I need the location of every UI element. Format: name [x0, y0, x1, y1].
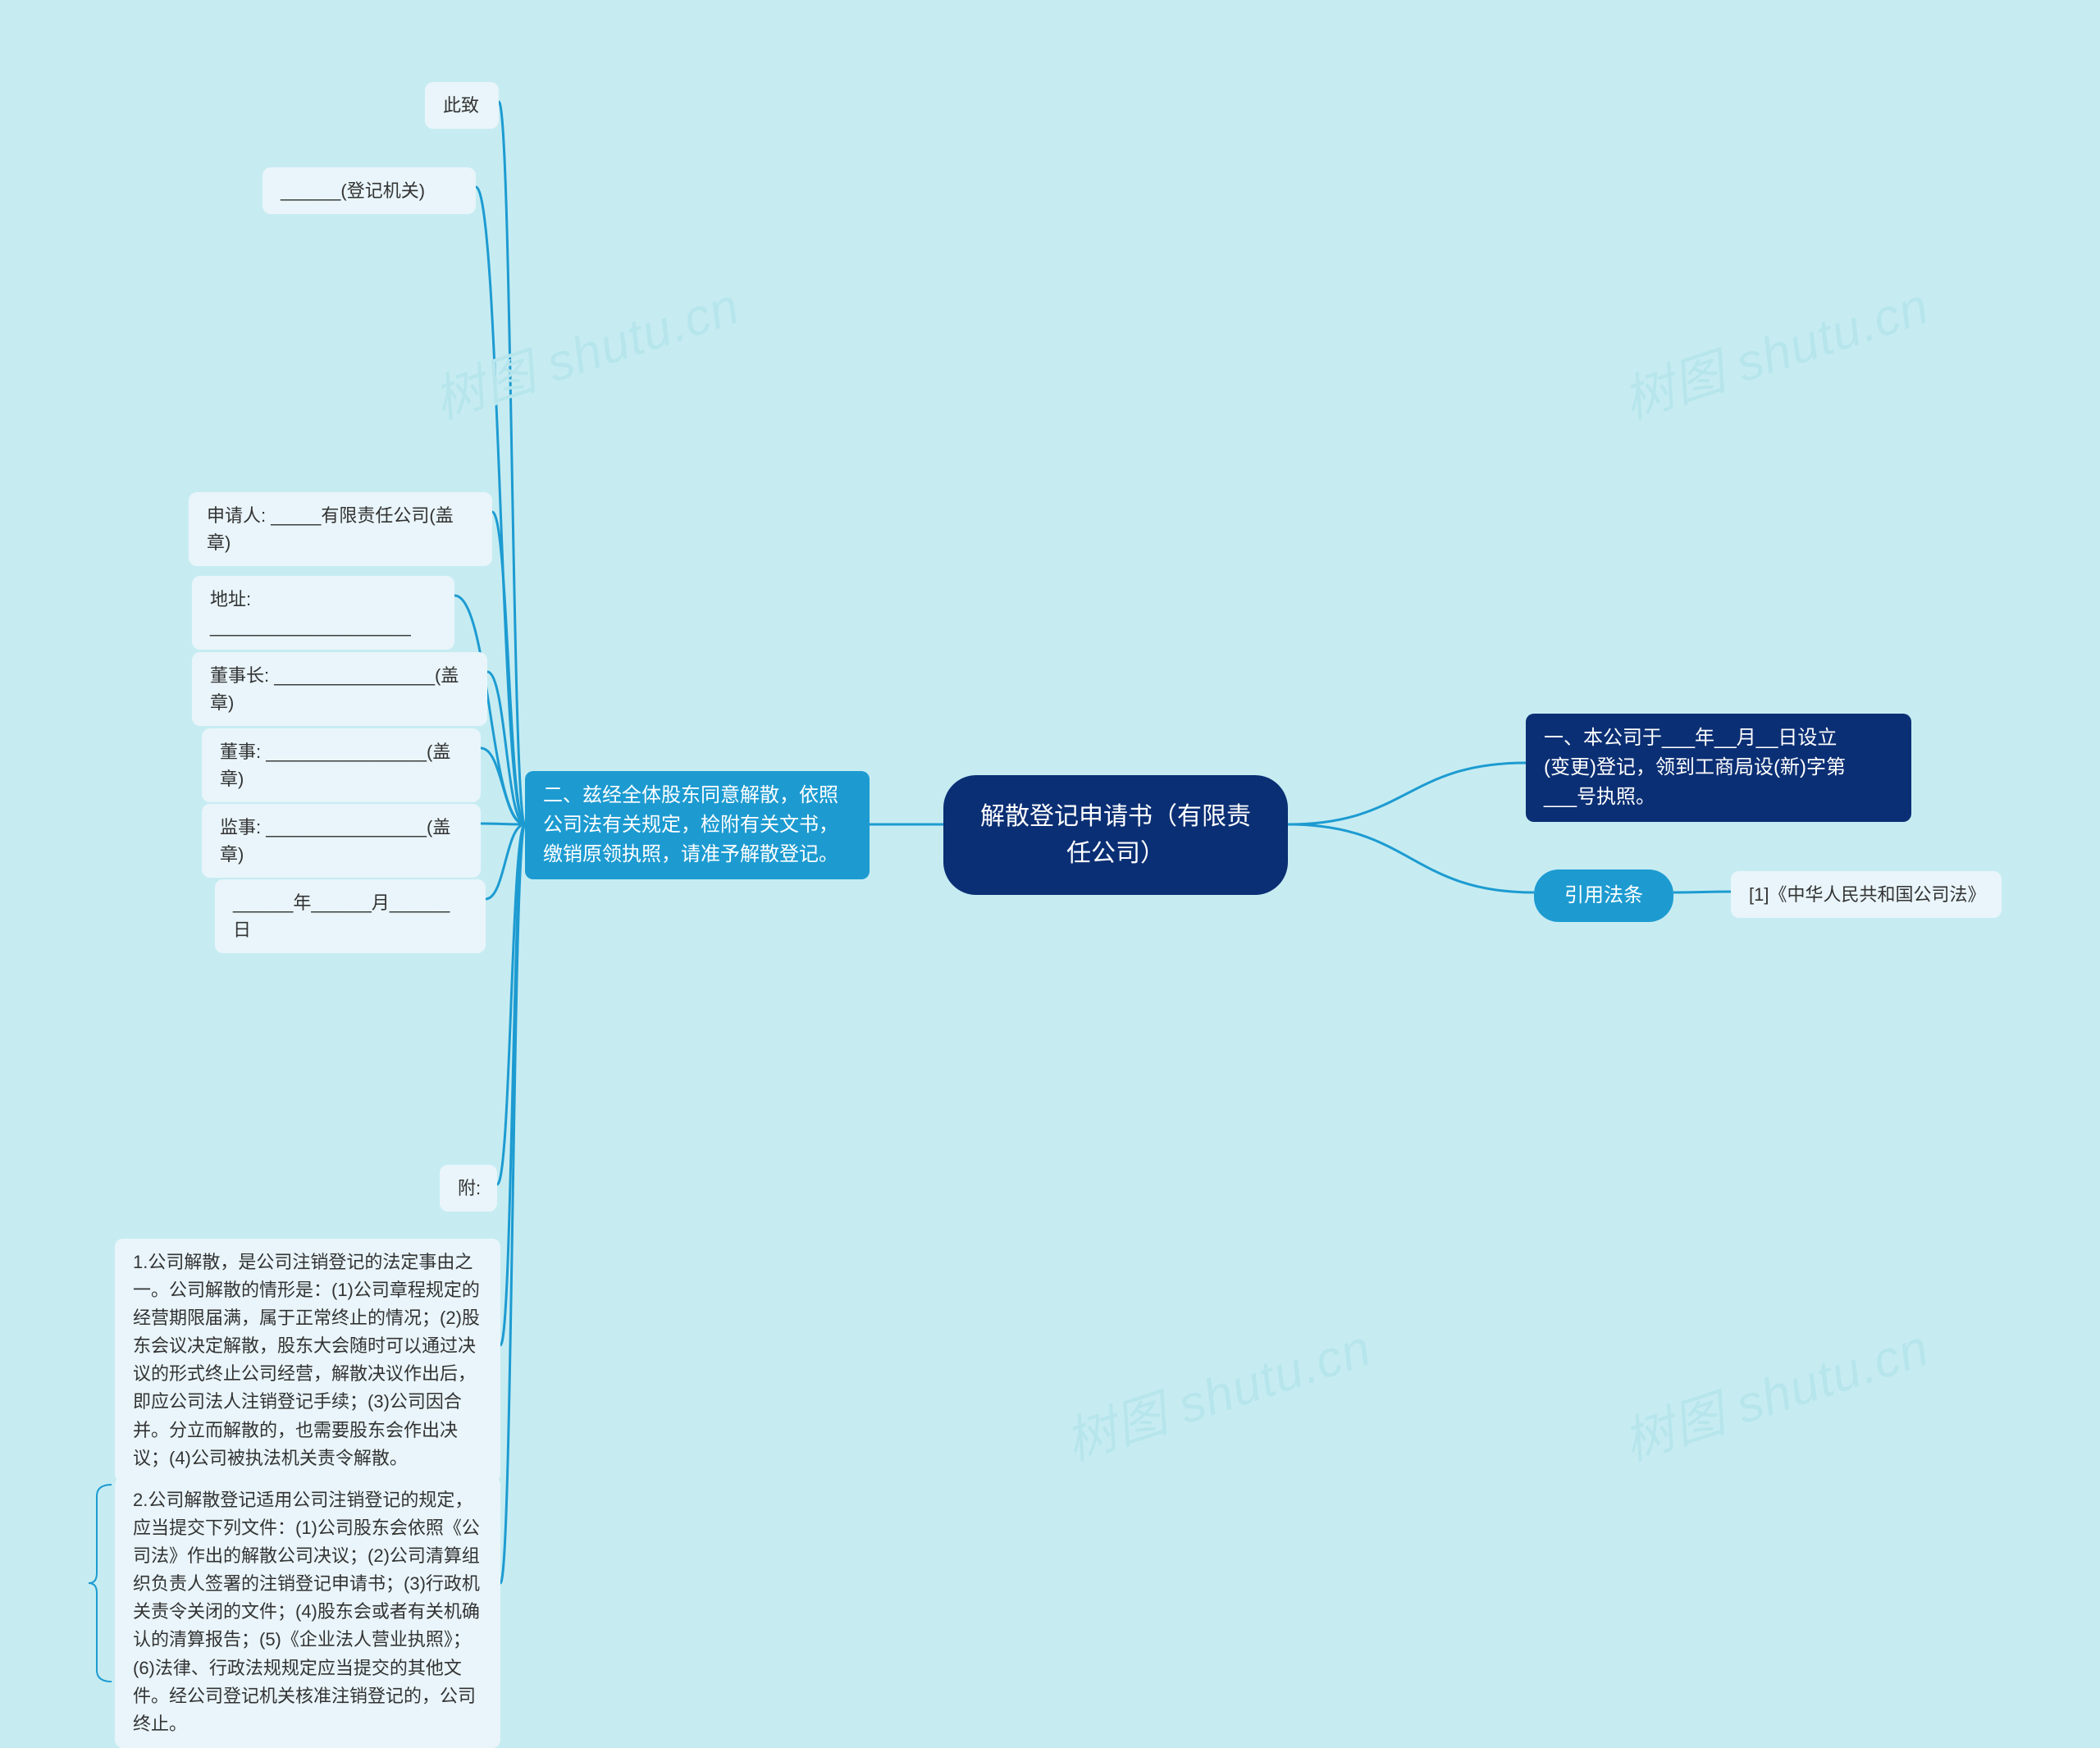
right-node-0: 一、本公司于___年__月__日设立 (变更)登记，领到工商局设(新)字第 __… [1526, 714, 1911, 822]
right-node-2: [1]《中华人民共和国公司法》 [1731, 871, 2002, 918]
left-leaf-7: ______年______月______日 [215, 879, 486, 953]
root-node: 解散登记申请书（有限责 任公司） [943, 775, 1288, 895]
left-leaf-6: 监事: ________________(盖章) [202, 804, 481, 878]
left-branch-node: 二、兹经全体股东同意解散，依照 公司法有关规定，检附有关文书， 缴销原领执照，请… [525, 771, 870, 879]
mindmap-canvas: 树图 shutu.cn 树图 shutu.cn 树图 shutu.cn 树图 shut… [0, 0, 2100, 1704]
left-leaf-1: ______(登记机关) [262, 167, 476, 214]
left-leaf-8: 附: [440, 1165, 497, 1212]
watermark: 树图 shutu.cn [1613, 1306, 1937, 1474]
left-leaf-2: 申请人: _____有限责任公司(盖章) [189, 492, 492, 566]
left-leaf-5: 董事: ________________(盖章) [202, 728, 481, 802]
left-leaf-4: 董事长: ________________(盖章) [192, 652, 487, 726]
watermark: 树图 shutu.cn [1613, 264, 1937, 432]
left-leaf-3: 地址: ____________________ [192, 576, 454, 650]
watermark: 树图 shutu.cn [423, 264, 747, 432]
watermark: 树图 shutu.cn [1055, 1306, 1379, 1474]
left-leaf-0: 此致 [425, 82, 499, 129]
left-leaf-9: 1.公司解散，是公司注销登记的法定事由之一。公司解散的情形是：(1)公司章程规定… [115, 1239, 500, 1482]
right-node-1: 引用法条 [1534, 869, 1673, 922]
left-leaf-10: 2.公司解散登记适用公司注销登记的规定，应当提交下列文件：(1)公司股东会依照《… [115, 1476, 500, 1748]
